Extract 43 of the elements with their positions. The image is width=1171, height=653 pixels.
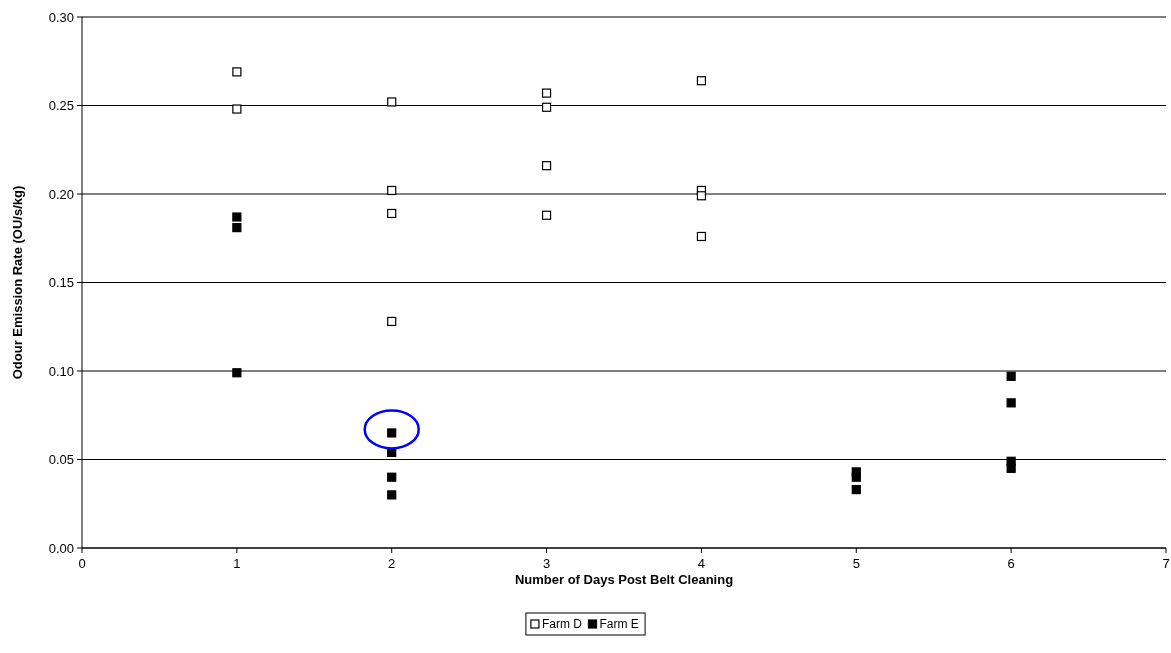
point — [387, 97, 397, 107]
point — [387, 208, 397, 219]
x-tick-label: 6 — [1007, 556, 1015, 571]
point — [232, 223, 242, 233]
x-tick-label: 4 — [697, 556, 706, 571]
point — [541, 210, 552, 220]
y-tick-label: 0.05 — [48, 452, 74, 468]
y-tick-label: 0.25 — [48, 98, 74, 114]
point — [387, 316, 397, 327]
point — [232, 67, 242, 77]
point — [232, 212, 242, 222]
point — [1006, 371, 1016, 381]
point — [541, 102, 552, 112]
point — [387, 490, 397, 500]
legend-label: Farm D — [541, 617, 583, 632]
point — [1006, 398, 1016, 408]
y-tick-label: 0.30 — [48, 9, 74, 25]
x-axis-title: Number of Days Post Belt Cleaning — [514, 572, 734, 587]
point — [851, 472, 861, 482]
point — [1006, 463, 1016, 473]
point — [696, 191, 707, 201]
x-tick-label: 1 — [233, 556, 241, 571]
point — [541, 161, 552, 171]
point — [387, 185, 397, 196]
point — [387, 472, 397, 482]
y-tick-label: 0.15 — [48, 275, 74, 291]
y-axis-title: Odour Emission Rate (OU/s/kg) — [10, 185, 25, 380]
x-tick-label: 7 — [1162, 556, 1170, 571]
x-tick-label: 2 — [388, 556, 396, 571]
y-tick-label: 0.00 — [48, 540, 74, 556]
point — [696, 231, 707, 242]
point — [696, 76, 707, 86]
y-tick-label: 0.20 — [48, 186, 74, 202]
y-tick-label: 0.10 — [48, 363, 74, 379]
legend-label: Farm E — [599, 617, 639, 632]
point — [232, 368, 242, 378]
x-tick-label: 3 — [542, 556, 551, 571]
point — [541, 88, 552, 98]
point — [387, 428, 397, 438]
x-tick-label: 0 — [78, 556, 86, 571]
point — [232, 104, 242, 114]
point — [851, 484, 861, 495]
x-tick-label: 5 — [852, 556, 860, 571]
